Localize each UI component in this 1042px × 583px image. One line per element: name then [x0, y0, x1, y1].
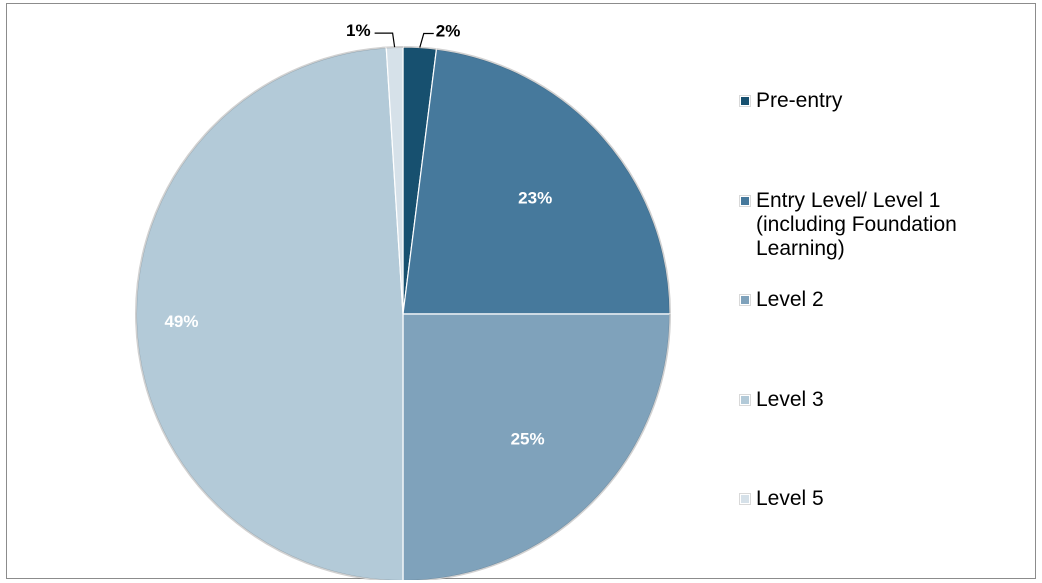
- legend-label: Entry Level/ Level 1 (including Foundati…: [756, 189, 957, 260]
- pie-chart: 2% 23% 25% 49% 1%: [135, 21, 671, 580]
- pie-slice: [135, 46, 404, 580]
- legend-item-level-5: Level 5: [740, 487, 1016, 511]
- legend-swatch: [740, 295, 750, 305]
- chart-frame: 2% 23% 25% 49% 1% Pre-entry Entry Level/ Lev…: [6, 3, 1036, 580]
- legend-label: Level 5: [756, 487, 824, 510]
- legend-swatch: [740, 395, 750, 405]
- legend-swatch: [740, 196, 750, 206]
- pie-slice: [402, 313, 671, 580]
- pie-slice-edge: [436, 48, 671, 315]
- pie-labels: 2% 23% 25% 49% 1%: [164, 21, 552, 448]
- legend-item-level-3: Level 3: [740, 388, 1016, 412]
- pie-slice-edge: [135, 46, 404, 580]
- legend-item-pre-entry: Pre-entry: [740, 89, 1016, 113]
- leader-line: [419, 32, 434, 48]
- data-label: 49%: [164, 312, 198, 331]
- data-label: 23%: [518, 188, 552, 207]
- pie-slice: [385, 46, 404, 315]
- legend-item-entry-level: Entry Level/ Level 1 (including Foundati…: [740, 189, 1016, 261]
- leader-line: [374, 32, 396, 48]
- legend-swatch: [740, 494, 750, 504]
- pie-slices: [135, 46, 671, 580]
- legend-label: Level 2: [756, 288, 824, 311]
- legend-item-level-2: Level 2: [740, 288, 1016, 312]
- data-label: 25%: [511, 430, 545, 449]
- pie-slice-edge: [402, 313, 671, 580]
- data-label: 1%: [346, 21, 371, 40]
- data-label: 2%: [436, 22, 461, 41]
- legend-label: Level 3: [756, 388, 824, 411]
- legend-swatch: [740, 96, 750, 106]
- legend-label: Pre-entry: [756, 89, 843, 112]
- pie-slice: [402, 48, 671, 315]
- pie-slice-edge: [386, 46, 404, 49]
